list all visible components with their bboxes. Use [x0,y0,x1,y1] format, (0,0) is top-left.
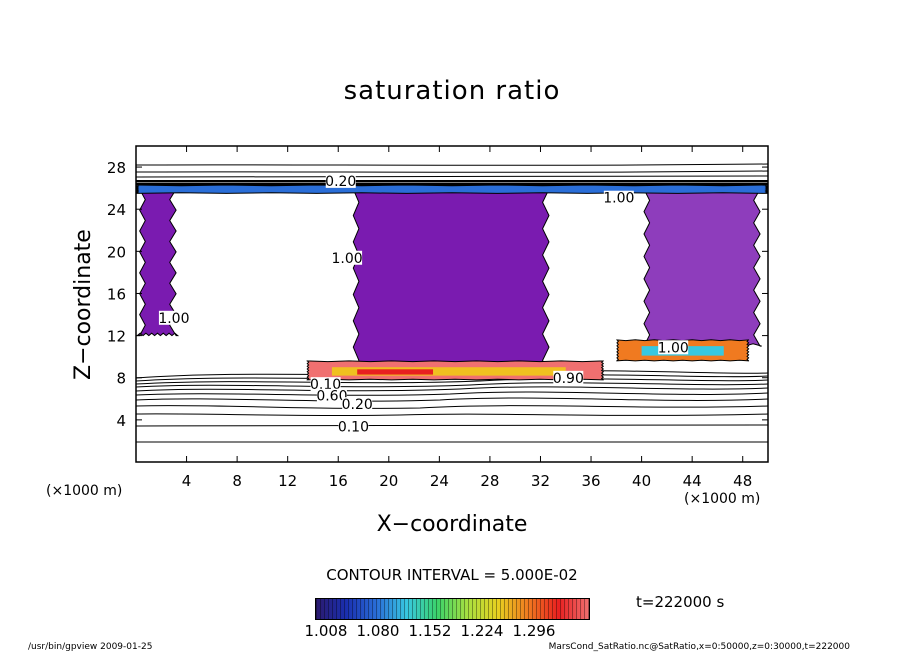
chart-title: saturation ratio [343,76,561,106]
time-label: t=222000 s [636,593,725,611]
contour-label-bg [325,173,356,188]
shaded-core-hot [357,369,434,375]
colorbar-tick: 1.008 [304,622,348,640]
colorbar-tick: 1.152 [408,622,452,640]
x-tick-label: 48 [733,472,752,490]
contour-lines-upper [136,163,768,188]
colorbar-tick: 1.224 [460,622,504,640]
x-axis-label: X−coordinate [376,512,528,537]
x-tick-label: 44 [683,472,702,490]
plot-frame [135,145,769,463]
colorbar-tick: 1.296 [512,622,556,640]
x-unit-right: (×1000 m) [684,491,761,507]
contour-interval: CONTOUR INTERVAL = 5.000E-02 [326,566,578,584]
x-tick-label: 20 [379,472,398,490]
contour-label-bg [553,370,584,385]
y-axis-label: Z−coordinate [71,229,96,380]
y-tick-label: 12 [107,328,126,346]
y-tick-label: 24 [107,201,126,219]
contour-label-bg [316,388,347,403]
contour-label-bg [338,419,369,434]
x-axis: 4 8 12 16 20 24 28 32 36 40 44 48 [182,146,752,490]
x-tick-label: 24 [430,472,449,490]
shaded-region-top-layer [136,184,768,194]
shaded-core [331,367,566,376]
y-tick-label: 8 [116,370,126,388]
x-tick-label: 36 [581,472,600,490]
x-tick-label: 16 [329,472,348,490]
y-tick-label: 28 [107,159,126,177]
contour-label-bg [342,397,373,412]
contour-label: 1.00 [603,191,634,207]
x-tick-label: 32 [531,472,550,490]
x-tick-label: 40 [632,472,651,490]
y-tick-label: 16 [107,285,126,303]
contour-label: 1.00 [158,311,189,327]
contour-label: 0.20 [325,174,356,190]
contour-labels: 0.201.001.001.001.000.900.100.600.200.10 [158,173,689,435]
contour-label-bg [658,340,689,355]
footer-left: /usr/bin/gpview 2009-01-25 [28,642,153,652]
contour-label-bg [310,377,341,392]
contour-lines-lower [136,370,768,443]
y-tick-label: 4 [116,412,126,430]
contour-label: 0.10 [338,419,369,435]
shaded-region-right-cloud [641,188,762,347]
contour-label-bg [158,310,189,325]
x-tick-label: 12 [278,472,297,490]
colorbar-tick: 1.080 [356,622,400,640]
footer-right: MarsCond_SatRatio.nc@SatRatio,x=0:50000,… [548,642,850,652]
x-tick-label: 28 [480,472,499,490]
shaded-region-central-cloud [350,188,551,375]
x-unit-left: (×1000 m) [46,483,123,499]
contour-label-bg [332,250,363,265]
x-tick-label: 4 [182,472,192,490]
y-axis: 4 8 12 16 20 24 28 [107,159,768,430]
contour-label: 0.90 [553,371,584,387]
colorbar [315,598,590,620]
contour-label: 1.00 [332,251,363,267]
contour-label: 0.20 [342,397,373,413]
y-tick-label: 20 [107,243,126,261]
x-tick-label: 8 [232,472,242,490]
contour-label: 0.60 [316,389,347,405]
contour-label-bg [603,190,634,205]
colorbar-ticks: 1.008 1.080 1.152 1.224 1.296 [300,622,560,640]
contour-label: 1.00 [658,340,689,356]
